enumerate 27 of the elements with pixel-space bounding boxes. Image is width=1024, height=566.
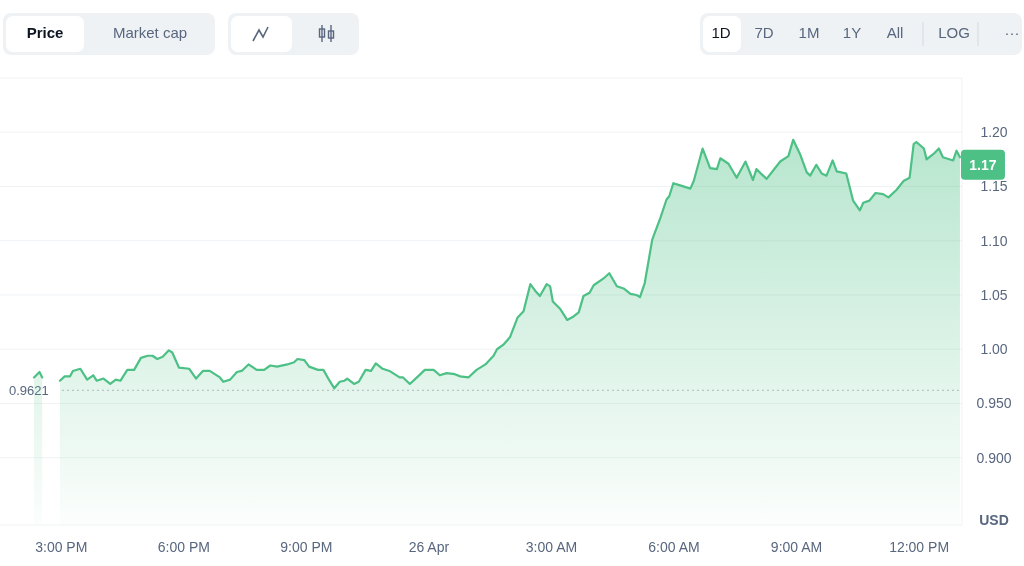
x-tick-label: 6:00 PM — [157, 539, 210, 555]
y-tick-label: 1.05 — [980, 286, 1008, 303]
x-tick-label: 9:00 AM — [770, 539, 823, 555]
x-tick-label: 3:00 PM — [35, 539, 88, 555]
y-tick-label: 0.950 — [976, 395, 1012, 412]
y-tick-label: 0.900 — [976, 449, 1012, 466]
y-tick-label: 1.20 — [980, 124, 1008, 141]
y-axis-title: USD — [979, 512, 1009, 528]
text: 1D — [711, 24, 731, 41]
text: ··· — [1004, 24, 1020, 41]
x-tick-label: 9:00 PM — [280, 539, 333, 555]
text: 1Y — [842, 24, 862, 41]
y-tick-label: 1.10 — [980, 232, 1008, 249]
ref-line-label: 0.9621 — [9, 383, 49, 399]
y-tick-label: 1.00 — [980, 341, 1008, 358]
x-tick-label: 26 Apr — [408, 539, 450, 555]
x-tick-label: 6:00 AM — [648, 539, 700, 555]
x-tick-label: 12:00 PM — [889, 539, 950, 555]
text: All — [886, 24, 904, 41]
text: 7D — [754, 24, 774, 41]
text: Market cap — [112, 24, 188, 41]
x-tick-label: 3:00 AM — [525, 539, 578, 555]
y-tick-label: 1.15 — [980, 178, 1008, 195]
text: Price — [26, 24, 64, 41]
text: LOG — [938, 24, 970, 41]
annotation: 1.17 — [969, 156, 997, 173]
text: 1M — [798, 24, 820, 41]
